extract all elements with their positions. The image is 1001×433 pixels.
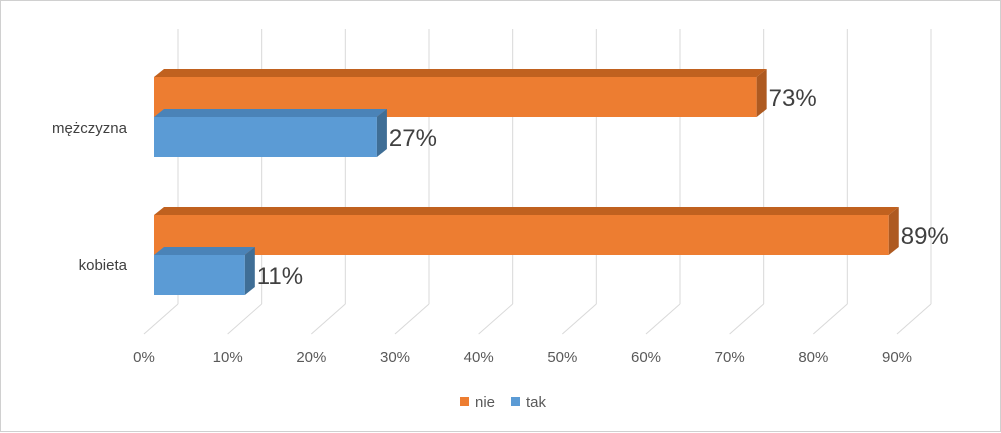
category-labels: mężczyzna kobieta	[52, 120, 128, 274]
x-axis-ticks: 0% 10% 20% 30% 40% 50% 60% 70% 80% 90%	[133, 349, 912, 366]
data-label: 11%	[257, 263, 303, 290]
x-tick-label: 60%	[631, 349, 661, 366]
bars	[154, 69, 899, 295]
category-label: kobieta	[79, 257, 128, 274]
bar-nie	[154, 69, 767, 117]
bar-front-face	[154, 255, 245, 295]
bar-side-face	[756, 69, 767, 117]
legend-label-tak: tak	[526, 394, 547, 411]
data-label: 89%	[901, 223, 949, 250]
x-tick-label: 90%	[882, 349, 912, 366]
floor-gridline	[645, 303, 681, 335]
floor-gridline	[143, 303, 179, 335]
floor-gridline	[311, 303, 346, 335]
legend-swatch-nie	[460, 397, 469, 406]
x-tick-label: 30%	[380, 349, 410, 366]
legend: nie tak	[460, 394, 547, 411]
category-label: mężczyzna	[52, 120, 128, 137]
x-tick-label: 50%	[547, 349, 577, 366]
x-tick-label: 20%	[296, 349, 326, 366]
x-tick-label: 70%	[715, 349, 745, 366]
floor-gridline	[227, 303, 262, 335]
bar-top-face	[154, 109, 387, 117]
floor-gridline	[394, 303, 430, 335]
legend-swatch-tak	[511, 397, 520, 406]
x-tick-label: 10%	[213, 349, 243, 366]
legend-label-nie: nie	[475, 394, 495, 411]
floor-gridline	[896, 303, 932, 335]
x-tick-label: 40%	[464, 349, 494, 366]
data-label: 27%	[389, 125, 437, 152]
data-labels: 73% 27% 89% 11%	[257, 85, 949, 290]
bar-side-face	[376, 109, 387, 157]
bar-nie	[154, 207, 899, 255]
floor-gridline	[562, 303, 597, 335]
x-tick-label: 80%	[798, 349, 828, 366]
bar-side-face	[888, 207, 899, 255]
bar-tak	[154, 109, 387, 157]
bar-front-face	[154, 117, 377, 157]
bar-tak	[154, 247, 255, 295]
floor-gridline	[729, 303, 764, 335]
bar-top-face	[154, 69, 767, 77]
floor-gridline	[478, 303, 513, 335]
floor-gridline	[813, 303, 848, 335]
x-tick-label: 0%	[133, 349, 155, 366]
bar-side-face	[244, 247, 255, 295]
bar-top-face	[154, 247, 255, 255]
bar-front-face	[154, 215, 889, 255]
data-label: 73%	[769, 85, 817, 112]
bar-top-face	[154, 207, 899, 215]
